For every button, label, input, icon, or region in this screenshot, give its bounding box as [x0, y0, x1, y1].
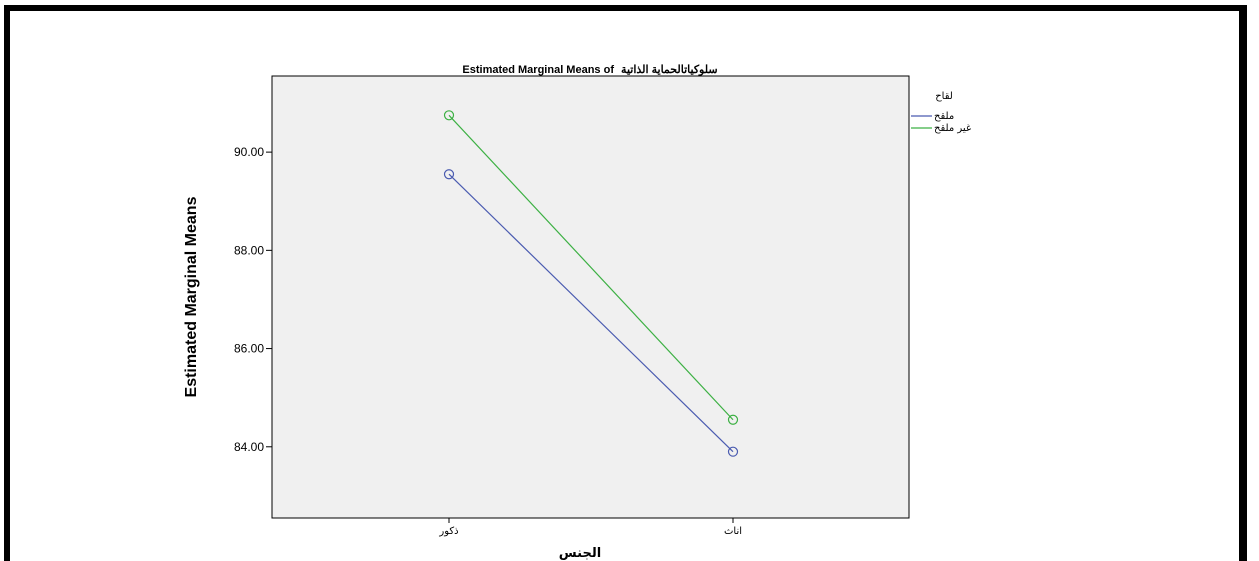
- x-axis: ذكور اناث: [438, 518, 742, 537]
- x-tick-label: ذكور: [438, 526, 458, 537]
- y-axis-label: Estimated Marginal Means: [183, 196, 200, 397]
- data-point: [727, 414, 739, 425]
- y-tick-label: 88.00: [234, 243, 264, 257]
- legend-label-1: ملقح: [934, 111, 954, 122]
- plot-area: [271, 75, 910, 519]
- y-tick-label: 84.00: [234, 440, 264, 454]
- chart-title-prefix: Estimated Marginal Means of: [462, 64, 614, 76]
- series-line-1: [448, 173, 734, 453]
- chart-title-variable: سلوكياتالحماية الذاتية: [621, 64, 718, 76]
- data-point: [443, 110, 455, 121]
- data-point: [443, 169, 455, 180]
- data-point: [727, 446, 739, 457]
- series-layer: [443, 110, 739, 457]
- x-tick-label: اناث: [724, 526, 742, 537]
- series-line-2: [448, 114, 734, 421]
- legend-title: لقاح: [935, 91, 953, 102]
- legend-label-2: غير ملقح: [934, 123, 971, 134]
- chart-title: Estimated Marginal Means of سلوكياتالحما…: [462, 64, 717, 76]
- y-tick-label: 86.00: [234, 342, 264, 356]
- x-axis-label: الجنس: [559, 546, 601, 561]
- y-axis: 84.00 86.00 88.00 90.00: [234, 145, 272, 454]
- y-tick-label: 90.00: [234, 145, 264, 159]
